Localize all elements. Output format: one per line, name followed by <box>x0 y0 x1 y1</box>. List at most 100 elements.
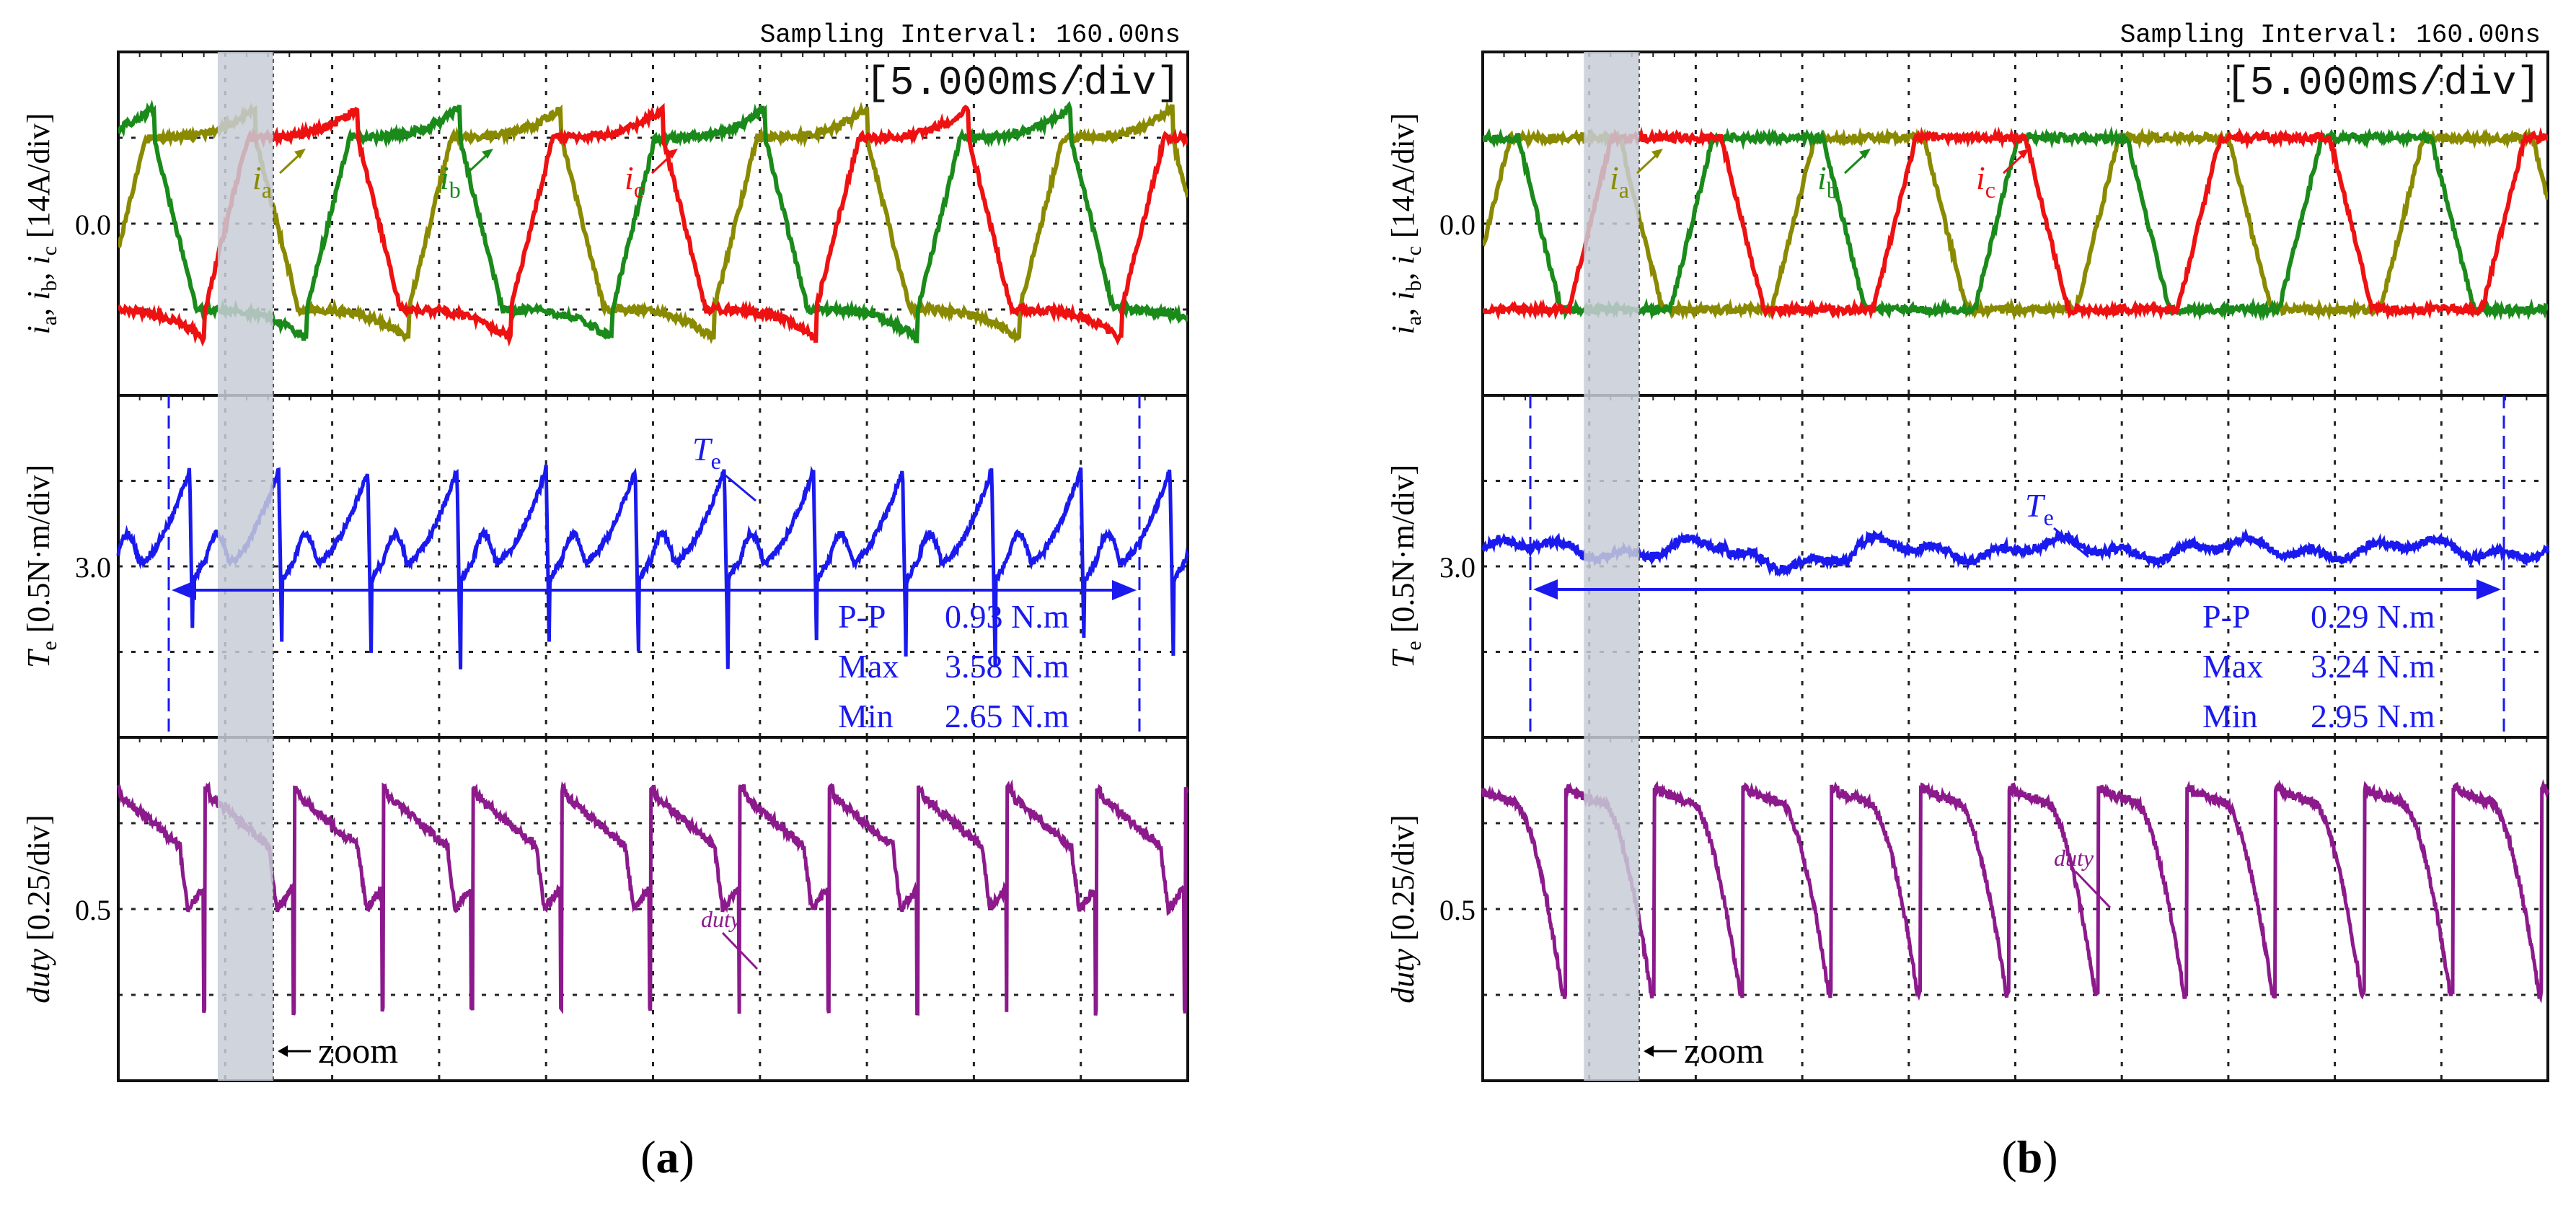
ylabel-i-a: i <box>21 325 56 334</box>
ylabel-i-a: i <box>1385 325 1421 334</box>
ylabel-sep: , <box>21 300 56 316</box>
stat-value: 2.95 N.m <box>2311 698 2435 734</box>
ylabel-T: T <box>1385 648 1421 668</box>
annotation-i: i <box>1976 159 1985 196</box>
annotation-i: i <box>1817 159 1827 196</box>
ylabel-sub-c: c <box>38 246 61 255</box>
annotation-sub: e <box>711 448 721 474</box>
annotation-sub: c <box>634 177 644 203</box>
ref-label-current: 0.0 <box>1439 209 1476 241</box>
annotation-sub: b <box>1827 177 1838 203</box>
ylabel-sub-b: b <box>1402 281 1426 291</box>
ref-label-duty: 0.5 <box>1439 894 1476 926</box>
stat-name: Max <box>2202 648 2263 685</box>
annotation-ic: ic <box>1976 159 1995 203</box>
ylabel-current: ia, ib, ic [14A/div] <box>1385 113 1426 335</box>
zoom-label: zoom <box>318 1030 398 1071</box>
zoom-arrowhead <box>278 1045 288 1057</box>
panel-a: Sampling Interval: 160.00ns [5.000ms/div]… <box>21 20 1190 1182</box>
annotation-duty: duty <box>701 906 741 932</box>
subplot-torque <box>116 394 1190 739</box>
measure-arrowhead-right <box>2476 579 2501 600</box>
stat-value: 0.93 N.m <box>945 598 1069 635</box>
ylabel-sep: , <box>21 265 56 281</box>
caption-paren: ( <box>2001 1131 2016 1182</box>
stat-value: 3.24 N.m <box>2311 648 2435 685</box>
annotation-te: Te <box>2025 487 2054 530</box>
timebase-label: [5.000ms/div] <box>2226 60 2541 106</box>
panel-caption: (a) <box>640 1131 694 1182</box>
annotation-sub: c <box>1985 177 1995 203</box>
ref-label-torque: 3.0 <box>75 551 111 584</box>
annotation-te: Te <box>692 431 721 474</box>
ylabel-unit: [14A/div] <box>1385 113 1421 247</box>
zoom-band <box>217 52 274 1081</box>
ylabel-i-b: i <box>1385 291 1421 300</box>
zoom-label: zoom <box>1684 1030 1764 1071</box>
stat-name: Min <box>2202 698 2258 734</box>
annotation-arrowhead <box>482 149 493 159</box>
ylabel-sep: , <box>1385 300 1421 316</box>
ylabel-sub-c: c <box>1402 246 1426 255</box>
measure-arrowhead-right <box>1112 580 1137 600</box>
trace-ib <box>1483 126 2548 322</box>
ylabel-sub-a: a <box>1402 316 1426 325</box>
ylabel-i-c: i <box>21 255 56 264</box>
annotation-sub: e <box>2044 504 2054 530</box>
annotation-ib: ib <box>440 159 461 203</box>
ylabel-T: T <box>21 648 56 668</box>
trace-duty <box>116 778 1189 1016</box>
ylabel-sub-e: e <box>1402 641 1426 650</box>
trace-ic <box>1483 126 2548 321</box>
annotation-arrowhead <box>2018 149 2029 159</box>
measure-arrowhead-left <box>1533 579 1558 600</box>
ylabel-torque: Te [0.5N·m/div] <box>21 465 61 668</box>
ylabel-unit: [0.25/div] <box>1385 815 1421 949</box>
ylabel-sub-a: a <box>38 316 61 325</box>
sampling-value: 160.00ns <box>2416 20 2541 50</box>
subplot-current <box>117 51 1189 397</box>
subplot-duty <box>116 736 1189 1082</box>
panel-b: Sampling Interval: 160.00ns [5.000ms/div]… <box>1385 20 2550 1182</box>
panel-caption: (b) <box>2001 1131 2057 1182</box>
ylabel-torque: Te [0.5N·m/div] <box>1385 465 1426 668</box>
trace-ia <box>118 100 1188 344</box>
ref-label-current: 0.0 <box>75 209 111 241</box>
annotation-arrow <box>721 931 759 970</box>
sampling-interval: Sampling Interval: 160.00ns <box>760 20 1181 50</box>
annotation-duty: duty <box>2054 845 2094 871</box>
zoom-arrowhead <box>1644 1045 1654 1057</box>
caption-paren: ) <box>679 1131 694 1182</box>
ylabel-i-b: i <box>21 291 56 300</box>
ylabel-unit: [14A/div] <box>21 113 56 247</box>
annotation-ib: ib <box>1817 159 1838 203</box>
annotation-i: i <box>1610 159 1619 196</box>
ref-label-torque: 3.0 <box>1439 551 1476 584</box>
trace-te <box>1481 528 2550 577</box>
annotation-sub: a <box>262 177 272 203</box>
ylabel-sub-b: b <box>38 281 61 291</box>
annotation-arrowhead <box>294 149 306 159</box>
caption-paren: ( <box>640 1131 656 1182</box>
trace-ic <box>118 102 1188 347</box>
ref-label-duty: 0.5 <box>75 894 111 926</box>
trace-duty <box>1481 778 2550 1004</box>
stat-value: 2.65 N.m <box>945 698 1069 734</box>
annotation-ia: ia <box>252 159 272 203</box>
annotation-ic: ic <box>625 159 644 203</box>
ylabel-current: ia, ib, ic [14A/div] <box>21 113 61 335</box>
ylabel-unit: [0.5N·m/div] <box>21 465 56 641</box>
stat-name: Min <box>838 698 894 734</box>
stat-name: P-P <box>2202 598 2250 635</box>
annotation-arrowhead <box>1651 149 1663 159</box>
ylabel-duty: duty [0.25/div] <box>1385 815 1421 1004</box>
ylabel-i-c: i <box>1385 255 1421 264</box>
annotation-arrowhead <box>1859 149 1871 159</box>
ylabel-unit: [0.25/div] <box>21 815 56 949</box>
sampling-interval: Sampling Interval: 160.00ns <box>2120 20 2541 50</box>
timebase-label: [5.000ms/div] <box>865 60 1181 106</box>
ylabel-sep: , <box>1385 265 1421 281</box>
annotation-ia: ia <box>1610 159 1629 203</box>
sampling-label: Sampling Interval: <box>2120 20 2416 50</box>
